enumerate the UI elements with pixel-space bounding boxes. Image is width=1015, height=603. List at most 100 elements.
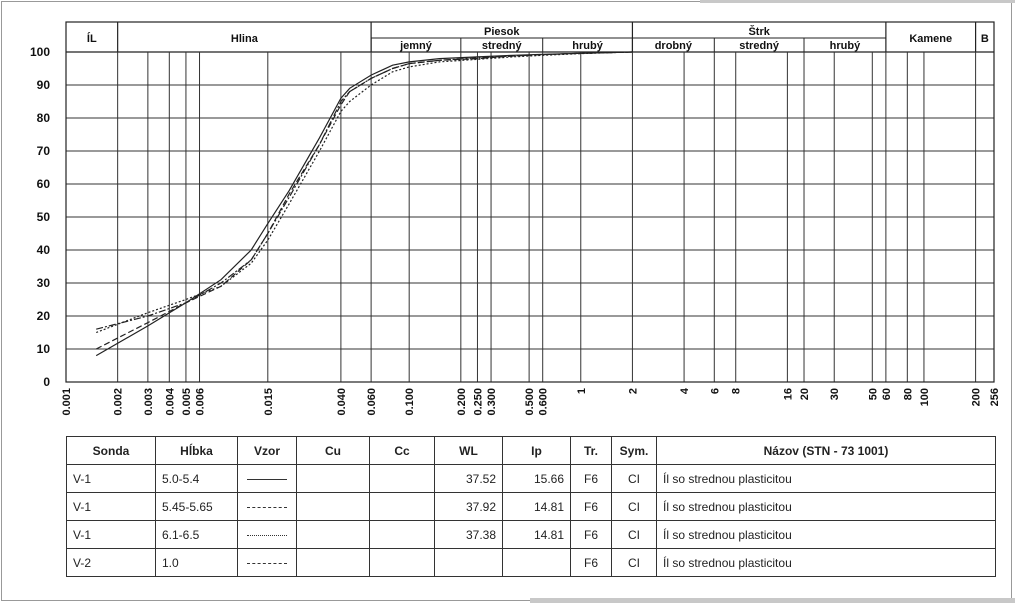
series-line-4 xyxy=(96,51,633,330)
x-tick-label: 0.040 xyxy=(336,388,348,416)
y-tick-label: 100 xyxy=(30,45,50,59)
table-row: V-1 5.0-5.4 37.52 15.66 F6 CI Íl so stre… xyxy=(66,464,996,493)
col-header-tr: Tr. xyxy=(570,436,612,465)
table-row: V-2 1.0 F6 CI Íl so strednou plasticitou xyxy=(66,548,996,577)
line-style-swatch xyxy=(247,534,287,536)
y-axis-ticks: 0 10 20 30 40 50 60 70 80 90 100 xyxy=(30,45,50,389)
cell-sonda: V-1 xyxy=(66,492,156,521)
x-tick-label: 0.200 xyxy=(456,388,468,416)
cell-vzor xyxy=(237,492,297,521)
cell-tr: F6 xyxy=(570,548,612,577)
x-tick-label: 0.004 xyxy=(164,387,176,415)
table-row: V-1 5.45-5.65 37.92 14.81 F6 CI Íl so st… xyxy=(66,492,996,521)
cell-sonda: V-1 xyxy=(66,464,156,493)
x-tick-label: 4 xyxy=(679,387,691,394)
chart-series xyxy=(95,51,633,357)
cell-wl: 37.92 xyxy=(434,492,503,521)
header-label: Štrk xyxy=(748,25,770,38)
subheader-label: drobný xyxy=(655,40,693,52)
x-tick-label: 6 xyxy=(709,388,721,394)
cell-nazov: Íl so strednou plasticitou xyxy=(656,520,996,549)
x-axis-ticks: 0.001 0.002 0.003 0.004 0.005 0.006 0.015 0.040… xyxy=(61,387,1001,415)
cell-vzor xyxy=(237,464,297,493)
cell-nazov: Íl so strednou plasticitou xyxy=(656,492,996,521)
cell-sym: CI xyxy=(611,464,657,493)
cell-nazov: Íl so strednou plasticitou xyxy=(656,464,996,493)
bottom-decor-bar xyxy=(530,598,1015,603)
cell-vzor xyxy=(237,548,297,577)
x-tick-label: 0.100 xyxy=(404,388,416,416)
cell-wl: 37.38 xyxy=(434,520,503,549)
cell-cu xyxy=(296,492,370,521)
sample-table: Sonda Hĺbka Vzor Cu Cc WL Ip Tr. Sym. Ná… xyxy=(66,436,996,577)
x-tick-label: 0.300 xyxy=(486,388,498,416)
cell-hlbka: 5.45-5.65 xyxy=(155,492,238,521)
top-decor-bar xyxy=(700,0,1015,3)
y-tick-label: 50 xyxy=(37,210,51,224)
x-tick-label: 0.250 xyxy=(472,388,484,416)
cell-sonda: V-2 xyxy=(66,548,156,577)
header-label: B xyxy=(981,33,989,45)
x-tick-label: 0.006 xyxy=(195,388,207,416)
x-tick-label: 0.002 xyxy=(113,388,125,416)
cell-sym: CI xyxy=(611,492,657,521)
cell-cc xyxy=(369,492,435,521)
x-tick-label: 2 xyxy=(627,388,639,394)
cell-sym: CI xyxy=(611,548,657,577)
cell-cc xyxy=(369,548,435,577)
cell-tr: F6 xyxy=(570,492,612,521)
cell-sonda: V-1 xyxy=(66,520,156,549)
x-tick-label: 0.001 xyxy=(61,388,73,416)
x-tick-label: 256 xyxy=(989,388,1001,406)
subheader-label: jemný xyxy=(399,40,433,52)
header-label: Kamene xyxy=(909,33,952,45)
line-style-swatch xyxy=(247,478,287,480)
x-tick-label: 0.005 xyxy=(181,388,193,416)
y-tick-label: 40 xyxy=(37,243,51,257)
col-header-cc: Cc xyxy=(369,436,435,465)
x-tick-label: 1 xyxy=(576,388,588,394)
x-tick-label: 0.015 xyxy=(263,388,275,416)
x-tick-label: 0.003 xyxy=(143,388,155,416)
col-header-vzor: Vzor xyxy=(237,436,297,465)
cell-vzor xyxy=(237,520,297,549)
x-tick-label: 50 xyxy=(867,388,879,400)
cell-ip: 15.66 xyxy=(502,464,571,493)
cell-ip xyxy=(502,548,571,577)
table-header-row: Sonda Hĺbka Vzor Cu Cc WL Ip Tr. Sym. Ná… xyxy=(66,436,996,465)
y-tick-label: 60 xyxy=(37,177,51,191)
cell-hlbka: 5.0-5.4 xyxy=(155,464,238,493)
header-label: Hlina xyxy=(231,33,259,45)
cell-hlbka: 6.1-6.5 xyxy=(155,520,238,549)
x-tick-label: 30 xyxy=(829,388,841,400)
line-style-swatch xyxy=(247,506,287,508)
cell-cc xyxy=(369,464,435,493)
cell-cu xyxy=(296,520,370,549)
cell-ip: 14.81 xyxy=(502,520,571,549)
series-line-3 xyxy=(95,51,633,334)
x-tick-label: 200 xyxy=(971,388,983,406)
x-tick-label: 20 xyxy=(799,388,811,400)
cell-wl: 37.52 xyxy=(434,464,503,493)
y-tick-label: 0 xyxy=(43,375,50,389)
cell-tr: F6 xyxy=(570,520,612,549)
subheader-label: hrubý xyxy=(830,40,861,52)
cell-cc xyxy=(369,520,435,549)
col-header-sym: Sym. xyxy=(611,436,657,465)
x-tick-label: 80 xyxy=(902,388,914,400)
header-label: ÍL xyxy=(87,32,97,45)
table-row: V-1 6.1-6.5 37.38 14.81 F6 CI Íl so stre… xyxy=(66,520,996,549)
x-tick-label: 16 xyxy=(782,388,794,400)
y-tick-label: 20 xyxy=(37,309,51,323)
cell-tr: F6 xyxy=(570,464,612,493)
subheader-label: hrubý xyxy=(572,40,603,52)
cell-wl xyxy=(434,548,503,577)
x-tick-label: 100 xyxy=(919,388,931,406)
x-tick-label: 0.600 xyxy=(538,388,550,416)
x-tick-label: 0.500 xyxy=(524,388,536,416)
col-header-sonda: Sonda xyxy=(66,436,156,465)
col-header-wl: WL xyxy=(434,436,503,465)
cell-sym: CI xyxy=(611,520,657,549)
